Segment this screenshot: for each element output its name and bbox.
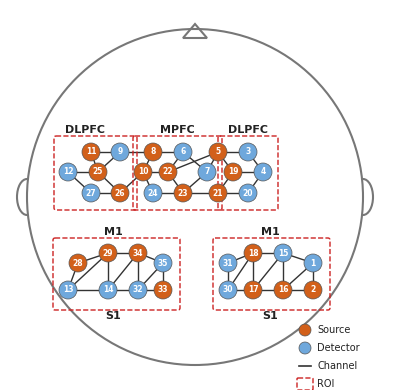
- Text: 33: 33: [158, 285, 168, 294]
- Circle shape: [159, 163, 177, 181]
- Circle shape: [198, 163, 216, 181]
- Circle shape: [209, 143, 227, 161]
- Circle shape: [174, 143, 192, 161]
- Text: 19: 19: [228, 167, 238, 177]
- Text: 17: 17: [248, 285, 258, 294]
- Text: S1: S1: [262, 311, 278, 321]
- Text: Source: Source: [317, 325, 350, 335]
- Text: 30: 30: [223, 285, 233, 294]
- Text: 3: 3: [245, 147, 251, 156]
- Text: 25: 25: [93, 167, 103, 177]
- Circle shape: [134, 163, 152, 181]
- Circle shape: [99, 244, 117, 262]
- Text: 22: 22: [163, 167, 173, 177]
- Circle shape: [299, 324, 311, 336]
- Circle shape: [299, 342, 311, 354]
- Text: 28: 28: [73, 259, 83, 268]
- Text: DLPFC: DLPFC: [65, 125, 105, 135]
- Circle shape: [129, 244, 147, 262]
- Text: MPFC: MPFC: [160, 125, 194, 135]
- Text: 6: 6: [180, 147, 186, 156]
- Text: 32: 32: [133, 285, 143, 294]
- Circle shape: [111, 184, 129, 202]
- Text: S1: S1: [105, 311, 121, 321]
- Circle shape: [129, 281, 147, 299]
- Circle shape: [144, 143, 162, 161]
- Circle shape: [99, 281, 117, 299]
- Text: DLPFC: DLPFC: [228, 125, 268, 135]
- Text: 26: 26: [115, 188, 125, 197]
- Text: 31: 31: [223, 259, 233, 268]
- Ellipse shape: [353, 179, 373, 215]
- Circle shape: [254, 163, 272, 181]
- Circle shape: [209, 184, 227, 202]
- Circle shape: [144, 184, 162, 202]
- Circle shape: [244, 244, 262, 262]
- Circle shape: [82, 184, 100, 202]
- Circle shape: [224, 163, 242, 181]
- Circle shape: [59, 163, 77, 181]
- Circle shape: [239, 143, 257, 161]
- Text: 27: 27: [86, 188, 96, 197]
- Text: 11: 11: [86, 147, 96, 156]
- Text: 34: 34: [133, 248, 143, 257]
- Text: 16: 16: [278, 285, 288, 294]
- Circle shape: [239, 184, 257, 202]
- Text: Channel: Channel: [317, 361, 357, 371]
- Circle shape: [111, 143, 129, 161]
- Circle shape: [69, 254, 87, 272]
- Circle shape: [304, 281, 322, 299]
- Text: Detector: Detector: [317, 343, 360, 353]
- Text: 15: 15: [278, 248, 288, 257]
- Circle shape: [59, 281, 77, 299]
- Text: M1: M1: [104, 227, 122, 237]
- Text: 24: 24: [148, 188, 158, 197]
- Text: 4: 4: [260, 167, 266, 177]
- Text: 12: 12: [63, 167, 73, 177]
- Circle shape: [219, 254, 237, 272]
- Text: ROI: ROI: [317, 379, 334, 389]
- Text: 21: 21: [213, 188, 223, 197]
- Text: 10: 10: [138, 167, 148, 177]
- Circle shape: [274, 281, 292, 299]
- Circle shape: [154, 254, 172, 272]
- Text: 13: 13: [63, 285, 73, 294]
- Circle shape: [174, 184, 192, 202]
- Circle shape: [219, 281, 237, 299]
- Text: 1: 1: [310, 259, 316, 268]
- Text: 8: 8: [150, 147, 156, 156]
- Text: 9: 9: [117, 147, 123, 156]
- Text: 23: 23: [178, 188, 188, 197]
- Text: 18: 18: [248, 248, 258, 257]
- Circle shape: [274, 244, 292, 262]
- Circle shape: [304, 254, 322, 272]
- Text: 20: 20: [243, 188, 253, 197]
- Circle shape: [89, 163, 107, 181]
- Circle shape: [244, 281, 262, 299]
- Text: M1: M1: [261, 227, 279, 237]
- Circle shape: [27, 29, 363, 365]
- Text: 35: 35: [158, 259, 168, 268]
- Text: 14: 14: [103, 285, 113, 294]
- Text: 29: 29: [103, 248, 113, 257]
- Ellipse shape: [17, 179, 37, 215]
- Text: 2: 2: [310, 285, 316, 294]
- Circle shape: [82, 143, 100, 161]
- Text: 7: 7: [204, 167, 210, 177]
- Text: 5: 5: [216, 147, 220, 156]
- Circle shape: [154, 281, 172, 299]
